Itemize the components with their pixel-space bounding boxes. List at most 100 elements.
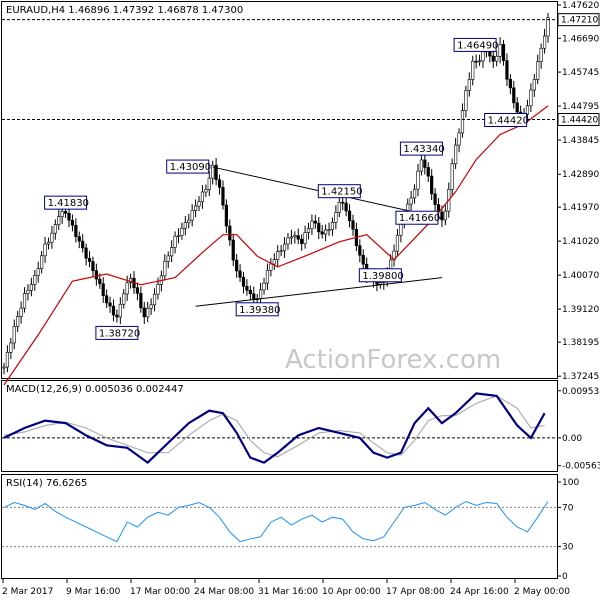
candle-body <box>539 47 543 62</box>
price-annotation-label: 1.38720 <box>99 328 140 339</box>
price-annotation-label: 1.41660 <box>399 213 440 224</box>
candle-body <box>457 132 461 146</box>
candle-body <box>43 243 47 257</box>
candle-body <box>207 177 211 190</box>
price-annotation-box <box>453 37 497 52</box>
candle-body <box>187 219 191 223</box>
candle-body <box>416 170 420 190</box>
candle-body <box>471 60 475 80</box>
candle-body <box>399 223 403 236</box>
candle-body <box>135 287 140 294</box>
candle-body <box>419 159 424 172</box>
price-panel <box>1 1 558 379</box>
candle-body <box>22 293 27 309</box>
price-y-tick-label: 1.43845 <box>562 136 599 146</box>
candle-body <box>361 254 365 265</box>
candle-body <box>139 293 143 309</box>
candle-body <box>454 144 458 165</box>
price-annotation-box <box>166 159 210 174</box>
price-annotation-box <box>484 112 528 127</box>
candle-body <box>74 224 78 237</box>
price-y-tick-label: 1.45745 <box>562 68 599 78</box>
candle-body <box>183 222 187 229</box>
candle-body <box>433 193 437 205</box>
candle-body <box>344 202 348 212</box>
price-y-tick-label: 1.41970 <box>562 203 599 213</box>
price-annotation-box <box>317 184 361 199</box>
price-panel-title: EURAUD,H4 1.46896 1.47392 1.46878 1.4730… <box>6 5 243 16</box>
candle-body <box>532 79 536 91</box>
candle-body <box>529 89 533 107</box>
price-annotation-label: 1.41830 <box>48 198 89 209</box>
candle-body <box>501 44 506 61</box>
candle-body <box>303 232 307 244</box>
candle-body <box>282 243 287 252</box>
candle-body <box>481 51 485 62</box>
macd-y-tick-label: 0.00 <box>562 434 582 444</box>
candle-body <box>272 259 276 265</box>
candle-body <box>2 366 6 369</box>
candle-body <box>498 44 502 57</box>
candle-body <box>245 285 249 291</box>
candle-body <box>505 60 509 80</box>
price-annotation-label: 1.42150 <box>321 187 362 198</box>
candle-body <box>351 220 355 230</box>
price-annotation-label: 1.46490 <box>457 40 498 51</box>
candle-body <box>241 276 246 287</box>
candle-body <box>512 87 516 104</box>
price-y-tick-label: 1.37245 <box>562 372 599 382</box>
candle-body <box>101 283 105 297</box>
price-y-tick-label: 1.44795 <box>562 102 599 112</box>
price-level-box <box>557 112 600 126</box>
price-y-tick-label: 1.47620 <box>562 1 599 11</box>
candle-body <box>276 251 280 260</box>
candle-body <box>228 225 232 241</box>
candle-body <box>525 105 530 115</box>
candle-body <box>330 221 335 230</box>
price-level-label: 1.47210 <box>561 16 598 26</box>
x-tick-label: 24 Apr 16:00 <box>450 587 509 597</box>
candle-body <box>156 284 160 295</box>
candle-body <box>16 316 20 327</box>
candle-body <box>289 236 293 239</box>
candle-body <box>77 236 81 242</box>
candle-body <box>5 352 10 368</box>
candle-body <box>180 227 184 236</box>
candle-body <box>423 159 427 168</box>
price-annotation-box <box>399 141 443 156</box>
candle-body <box>149 304 153 309</box>
price-annotation-box <box>358 268 402 283</box>
candle-body <box>29 284 33 291</box>
candle-body <box>440 211 444 221</box>
candle-body <box>36 268 40 276</box>
candle-body <box>327 229 331 231</box>
candle-body <box>125 282 129 295</box>
candle-body <box>111 305 116 316</box>
candle-body <box>26 290 30 294</box>
candle-body <box>105 295 109 304</box>
candle-body <box>57 216 61 226</box>
rsi-y-tick-label: 100 <box>562 478 579 488</box>
candle-body <box>19 307 23 317</box>
candle-body <box>146 307 150 318</box>
candle-body <box>115 314 119 318</box>
watermark: ActionForex.com <box>285 345 501 375</box>
candle-body <box>536 61 540 80</box>
candle-body <box>409 197 413 205</box>
candle-body <box>477 60 482 63</box>
candle-body <box>40 255 44 269</box>
candle-body <box>166 255 170 262</box>
x-tick-label: 10 Apr 00:00 <box>322 587 381 597</box>
candle-body <box>334 212 338 223</box>
candle-body <box>310 220 314 229</box>
candle-body <box>296 235 300 240</box>
price-annotation-label: 1.43340 <box>403 144 444 155</box>
price-annotation-label: 1.39800 <box>362 271 403 282</box>
candle-body <box>235 259 239 272</box>
candle-body <box>378 282 382 285</box>
price-y-tick-label: 1.40070 <box>562 271 599 281</box>
candle-body <box>324 229 328 235</box>
candle-body <box>176 235 181 237</box>
candle-body <box>12 326 16 344</box>
